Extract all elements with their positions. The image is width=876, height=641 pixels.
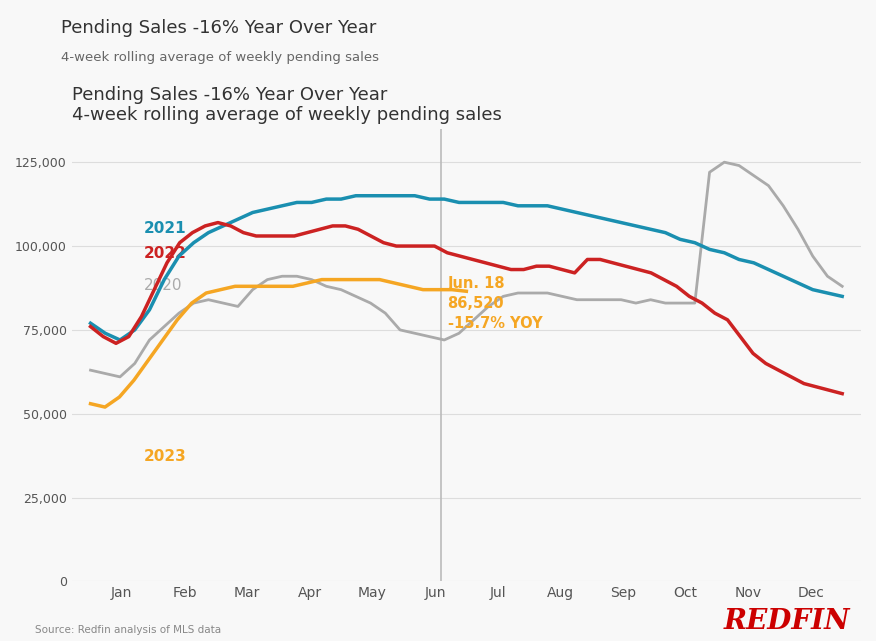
Text: 2021: 2021 [144, 221, 187, 236]
Text: 2023: 2023 [144, 449, 187, 463]
Text: 2022: 2022 [144, 246, 187, 261]
Text: Pending Sales -16% Year Over Year: Pending Sales -16% Year Over Year [61, 19, 377, 37]
Text: 2020: 2020 [144, 278, 182, 293]
Text: Source: Redfin analysis of MLS data: Source: Redfin analysis of MLS data [35, 624, 221, 635]
Text: REDFIN: REDFIN [724, 608, 850, 635]
Text: Pending Sales -16% Year Over Year
4-week rolling average of weekly pending sales: Pending Sales -16% Year Over Year 4-week… [72, 85, 502, 124]
Text: Jun. 18
86,520
-15.7% YOY: Jun. 18 86,520 -15.7% YOY [448, 276, 542, 331]
Text: 4-week rolling average of weekly pending sales: 4-week rolling average of weekly pending… [61, 51, 379, 64]
